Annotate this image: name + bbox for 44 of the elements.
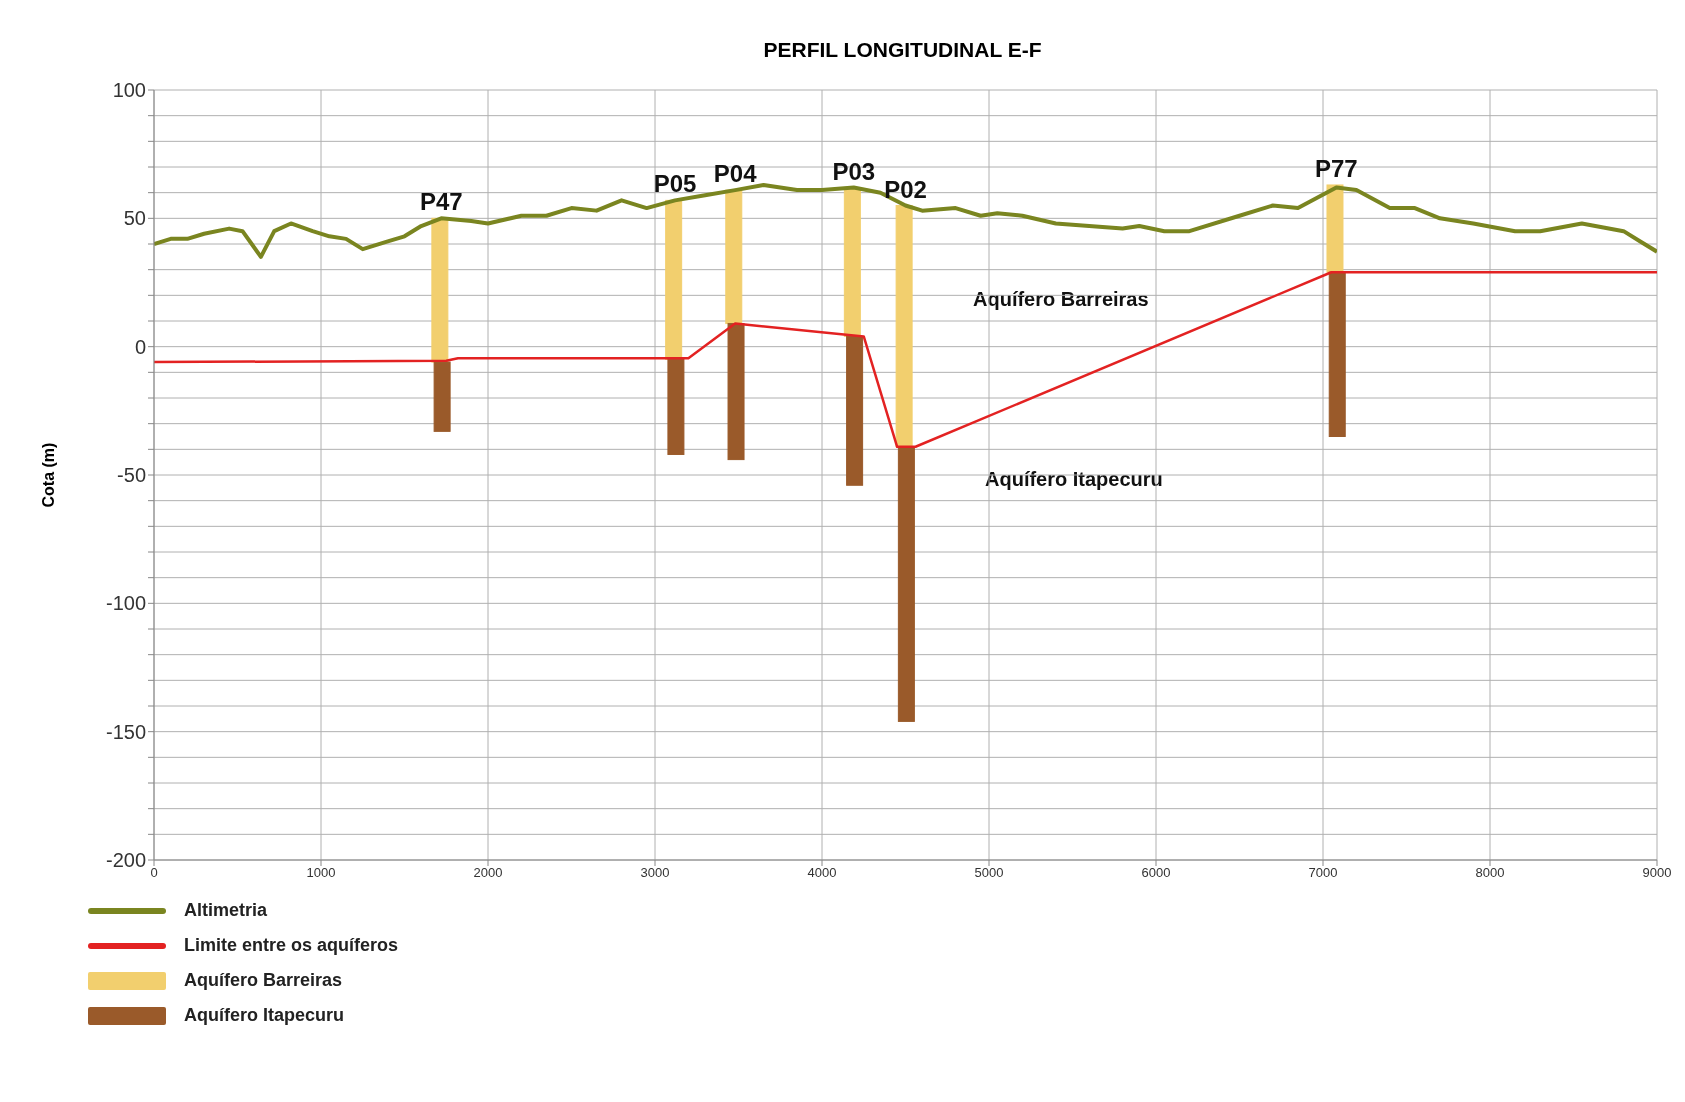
y-tick-label: 50 bbox=[123, 207, 146, 230]
annotation: P02 bbox=[884, 175, 927, 203]
annotation: P05 bbox=[653, 170, 697, 198]
legend-label: Altimetria bbox=[184, 900, 268, 921]
bar bbox=[1328, 271, 1346, 437]
y-tick-label: -50 bbox=[117, 464, 146, 487]
x-tick-label: 0 bbox=[150, 865, 158, 881]
bar bbox=[727, 323, 745, 461]
annotation: P77 bbox=[1315, 154, 1358, 182]
y-tick-label: 100 bbox=[112, 79, 146, 102]
x-tick-label: 8000 bbox=[1475, 865, 1505, 881]
bar bbox=[433, 361, 451, 432]
line-series bbox=[154, 270, 1657, 449]
x-tick-label: 2000 bbox=[473, 865, 503, 881]
y-tick-label: -150 bbox=[105, 720, 146, 743]
chart-title: PERFIL LONGITUDINAL E-F bbox=[762, 37, 1043, 63]
bar bbox=[665, 199, 683, 360]
y-tick-label: -200 bbox=[105, 849, 146, 872]
annotation: P03 bbox=[832, 157, 876, 185]
annotation: Aquífero Itapecuru bbox=[985, 468, 1163, 491]
bar bbox=[667, 359, 685, 455]
bar bbox=[725, 189, 743, 325]
x-tick-label: 5000 bbox=[974, 865, 1004, 881]
y-tick-label: -100 bbox=[105, 592, 146, 615]
bar bbox=[897, 446, 915, 722]
legend-label: Limite entre os aquíferos bbox=[184, 935, 399, 956]
annotation: P47 bbox=[419, 188, 463, 216]
bar bbox=[1326, 184, 1344, 273]
bar bbox=[846, 335, 864, 486]
legend-label: Aquífero Itapecuru bbox=[184, 1005, 345, 1026]
legend-label: Aquífero Barreiras bbox=[184, 970, 343, 991]
annotation: Aquífero Barreiras bbox=[973, 288, 1149, 311]
x-tick-label: 1000 bbox=[306, 865, 336, 881]
y-axis-title: Cota (m) bbox=[39, 442, 57, 508]
x-tick-label: 4000 bbox=[807, 865, 837, 881]
bar bbox=[895, 205, 913, 448]
bar bbox=[843, 187, 861, 337]
y-tick-label: 0 bbox=[134, 335, 146, 358]
annotation: P04 bbox=[713, 160, 758, 188]
x-tick-label: 3000 bbox=[640, 865, 670, 881]
bar bbox=[431, 217, 449, 363]
x-tick-label: 6000 bbox=[1141, 865, 1171, 881]
x-tick-label: 9000 bbox=[1642, 865, 1672, 881]
x-tick-label: 7000 bbox=[1308, 865, 1338, 881]
